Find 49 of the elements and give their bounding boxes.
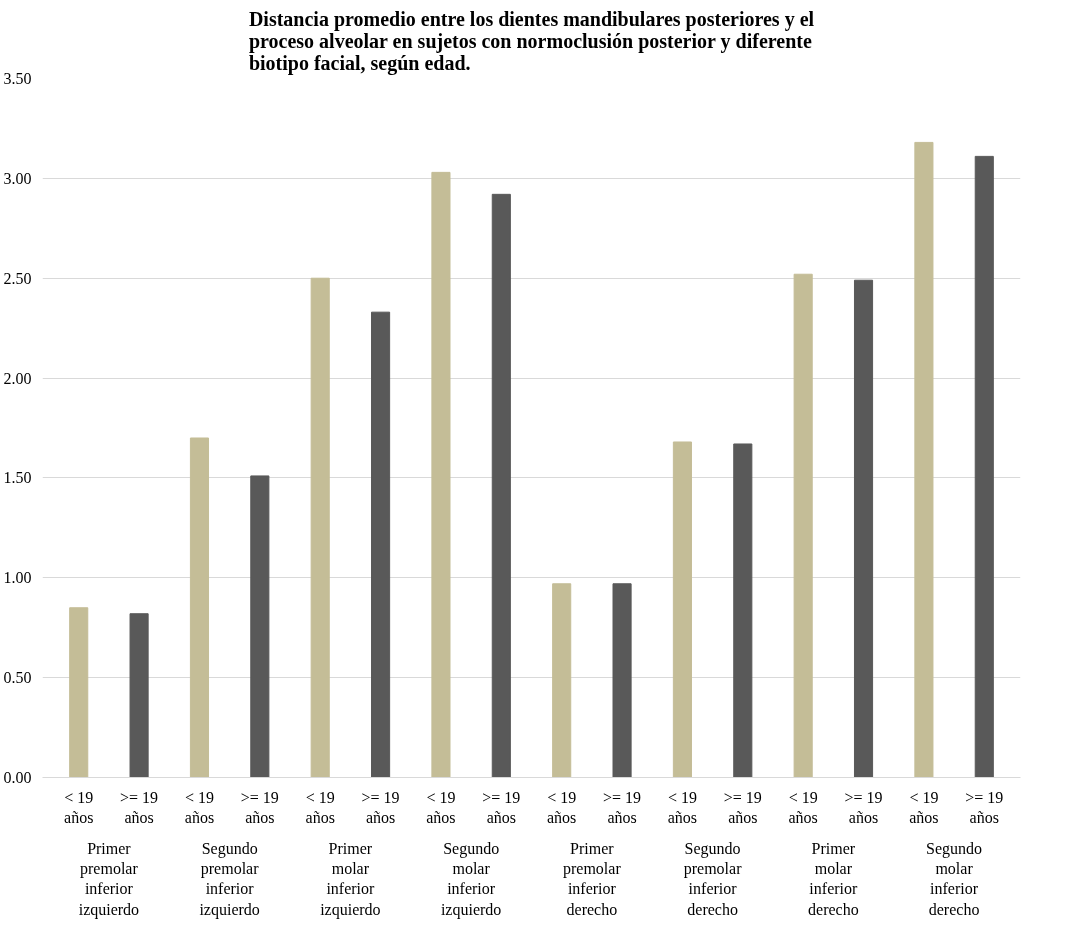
- x-tick-label: < 19 años: [909, 788, 939, 826]
- x-tick-label: < 19 años: [184, 788, 215, 826]
- bar: [250, 475, 270, 778]
- bar: [69, 607, 89, 778]
- text: Segundo premolar inferior derecho: [683, 839, 743, 918]
- chart-title: Distancia promedio entre los dientes mandibulares posteriores y el proceso alveolar en sujetos con normoclusión posterior y diferente biotipo facial, según edad.: [248, 7, 815, 75]
- x-tick-label: < 19 años: [305, 788, 335, 826]
- bar: [853, 279, 874, 778]
- bar: [371, 311, 391, 778]
- bar: [552, 583, 572, 778]
- text: Primer molar inferior derecho: [808, 839, 859, 918]
- y-tick-label: 2.00: [3, 369, 32, 387]
- bar: [974, 155, 994, 778]
- x-tick-label: >= 19 años: [240, 788, 279, 826]
- bar: [612, 583, 632, 778]
- bar: [310, 277, 330, 778]
- text: Primer premolar inferior derecho: [563, 839, 622, 918]
- x-tick-label: >= 19 años: [723, 788, 762, 826]
- text: Primer premolar inferior izquierdo: [78, 839, 140, 919]
- bar: [793, 273, 813, 778]
- x-tick-label: < 19 años: [667, 788, 698, 826]
- bar: [491, 193, 511, 778]
- y-tick-label: 1.00: [3, 569, 32, 587]
- x-tick-label: >= 19 años: [482, 788, 521, 826]
- y-tick-label: 0.50: [3, 669, 32, 687]
- x-tick-label: >= 19 años: [603, 788, 642, 826]
- bar: [914, 141, 934, 778]
- text: Primer molar inferior izquierdo: [320, 839, 381, 919]
- bar: [672, 441, 692, 778]
- bar: [129, 613, 149, 778]
- y-tick-label: 2.50: [3, 269, 32, 287]
- text: Segundo premolar inferior izquierdo: [199, 839, 260, 919]
- text: Segundo molar inferior izquierdo: [440, 839, 502, 919]
- x-tick-label: >= 19 años: [361, 788, 400, 826]
- bar: [733, 443, 753, 778]
- y-tick-label: 1.50: [3, 469, 32, 487]
- x-tick-label: >= 19 años: [844, 788, 883, 826]
- y-tick-label: 3.50: [3, 70, 32, 87]
- x-tick-label: < 19 años: [788, 788, 818, 826]
- bar: [189, 437, 210, 778]
- text: Segundo molar inferior derecho: [926, 839, 983, 918]
- x-tick-label: < 19 años: [64, 788, 94, 826]
- y-tick-label: 3.00: [3, 169, 32, 187]
- bar: [431, 171, 451, 778]
- x-tick-label: < 19 años: [547, 788, 577, 826]
- x-tick-label: < 19 años: [426, 788, 456, 826]
- x-tick-label: >= 19 años: [965, 788, 1004, 826]
- x-tick-label: >= 19 años: [120, 788, 159, 826]
- y-tick-label: 0.00: [3, 769, 32, 786]
